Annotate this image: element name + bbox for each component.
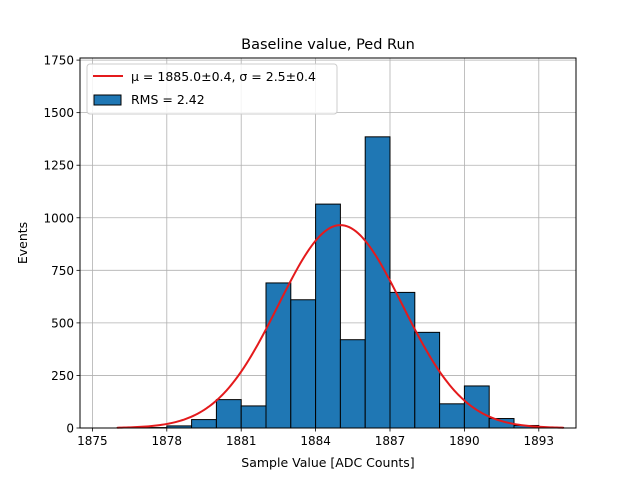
y-axis-label: Events <box>15 222 30 264</box>
x-axis-label: Sample Value [ADC Counts] <box>241 455 414 470</box>
x-tick-label: 1875 <box>77 434 108 448</box>
histogram-bar <box>315 203 341 429</box>
histogram-bar <box>215 399 242 429</box>
histogram-bar <box>290 299 317 429</box>
y-tick-label: 1750 <box>43 54 74 68</box>
y-tick-label: 250 <box>51 369 74 383</box>
y-axis-ticks: 0 250 500 750 1000 1250 1500 1750 <box>43 54 80 436</box>
legend-histogram-label: RMS = 2.42 <box>131 92 205 107</box>
x-tick-label: 1884 <box>300 434 331 448</box>
x-tick-label: 1890 <box>449 434 480 448</box>
histogram-bar <box>191 419 217 429</box>
legend-box <box>86 63 338 115</box>
legend-fit-label: μ = 1885.0±0.4, σ = 2.5±0.4 <box>131 69 316 84</box>
y-tick-label: 1500 <box>43 106 74 120</box>
x-tick-label: 1887 <box>375 434 406 448</box>
legend: μ = 1885.0±0.4, σ = 2.5±0.4 RMS = 2.42 <box>86 63 338 115</box>
y-tick-label: 0 <box>66 422 74 436</box>
x-axis-ticks: 1875 1878 1881 1884 1887 1890 1893 <box>77 428 554 448</box>
y-tick-label: 1000 <box>43 211 74 225</box>
gaussian-fit <box>117 224 564 429</box>
histogram-bar <box>240 405 267 429</box>
chart-title: Baseline value, Ped Run <box>241 37 415 53</box>
legend-histogram-swatch <box>93 94 122 106</box>
plot-frame <box>79 57 577 429</box>
histogram-bar <box>389 291 416 429</box>
y-tick-label: 1250 <box>43 159 74 173</box>
x-tick-label: 1878 <box>152 434 183 448</box>
x-tick-label: 1881 <box>226 434 257 448</box>
histogram-bar <box>414 331 441 429</box>
x-tick-label: 1893 <box>524 434 555 448</box>
y-tick-label: 750 <box>51 264 74 278</box>
histogram-bar <box>439 403 465 429</box>
histogram-bar <box>463 385 490 429</box>
gaussian-fit-line <box>117 224 564 429</box>
histogram-bar <box>339 339 366 429</box>
histogram-bars <box>116 136 565 429</box>
histogram-bar <box>364 136 391 429</box>
y-tick-label: 500 <box>51 316 74 330</box>
